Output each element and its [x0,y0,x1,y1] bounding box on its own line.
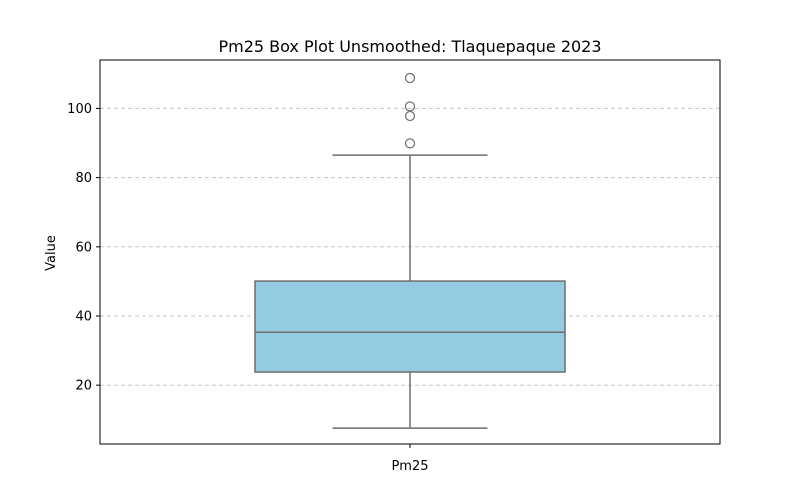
x-tick-label-Pm25: Pm25 [391,459,428,474]
y-tick-label-40: 40 [75,310,92,325]
outlier-point [404,101,416,112]
y-tick-label-100: 100 [67,102,92,117]
box-layer [254,72,566,429]
y-tick-label-80: 80 [75,171,92,186]
y-axis-label: Value [44,235,59,271]
axes: 20 40 60 80 100 Pm25 [67,59,721,474]
y-tick-label-60: 60 [75,240,92,255]
box-Pm25 [254,72,566,429]
plot-frame [99,59,721,445]
outlier-point [404,72,416,84]
iqr-box [254,280,566,373]
outlier-point [404,110,416,122]
y-tick-label-20: 20 [75,379,92,394]
outlier-point [404,138,416,149]
chart-title: Pm25 Box Plot Unsmoothed: Tlaquepaque 20… [218,37,601,56]
